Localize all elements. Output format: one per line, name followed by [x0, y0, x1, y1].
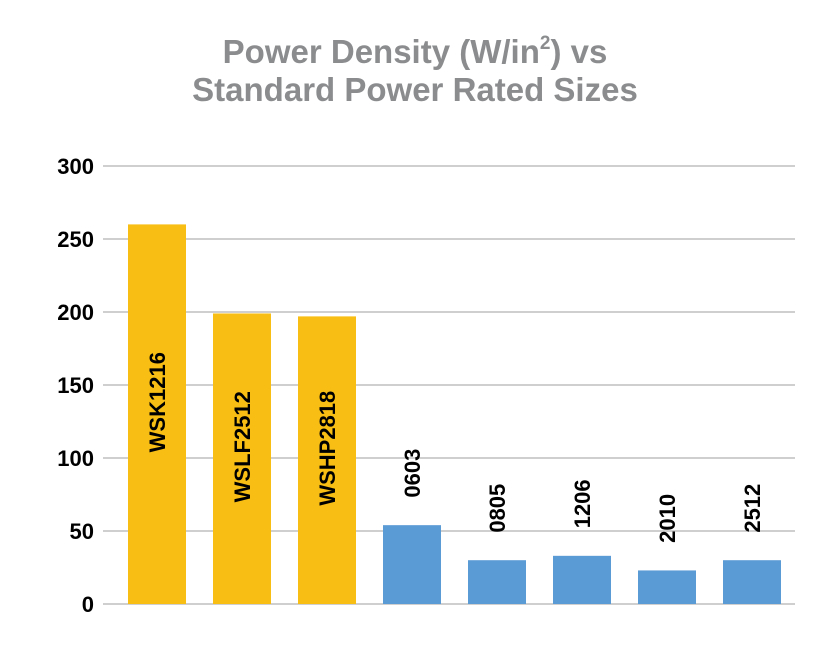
chart-title-line-2: Standard Power Rated Sizes: [192, 71, 638, 108]
bar-0603: [383, 525, 441, 604]
bar-wsk1216: [128, 224, 186, 604]
y-tick-label-0: 0: [82, 592, 94, 617]
bar-label-2010: 2010: [655, 494, 680, 543]
bar-2512: [723, 560, 781, 604]
y-tick-label-200: 200: [57, 300, 94, 325]
bar-label-0603: 0603: [400, 449, 425, 498]
bar-0805: [468, 560, 526, 604]
y-tick-label-150: 150: [57, 373, 94, 398]
y-tick-label-50: 50: [70, 519, 94, 544]
bar-wslf2512: [213, 313, 271, 604]
bar-label-wslf2512: WSLF2512: [230, 391, 255, 502]
bar-2010: [638, 570, 696, 604]
y-tick-label-300: 300: [57, 154, 94, 179]
y-tick-label-100: 100: [57, 446, 94, 471]
bar-label-2512: 2512: [740, 484, 765, 533]
bar-label-wshp2818: WSHP2818: [315, 391, 340, 506]
bar-label-0805: 0805: [485, 484, 510, 533]
bar-wshp2818: [298, 316, 356, 604]
chart-title-line-1: Power Density (W/in2) vs: [222, 33, 608, 70]
y-tick-label-250: 250: [57, 227, 94, 252]
bar-label-wsk1216: WSK1216: [145, 352, 170, 452]
bar-1206: [553, 555, 611, 604]
bar-label-1206: 1206: [570, 479, 595, 528]
